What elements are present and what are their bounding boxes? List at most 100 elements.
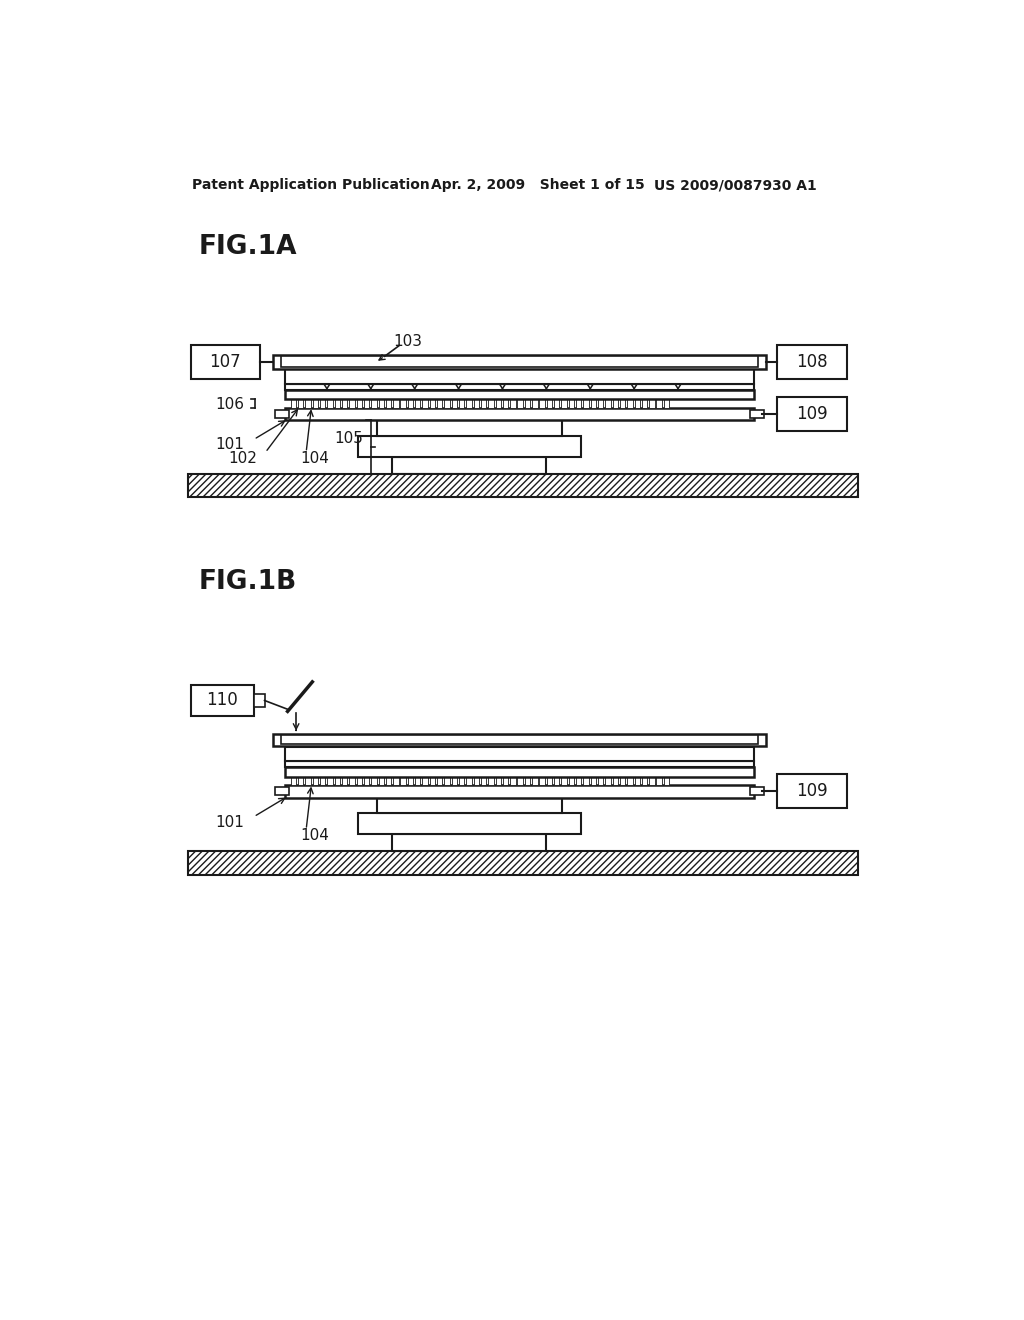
Bar: [335, 776, 340, 785]
Bar: [392, 834, 547, 851]
Bar: [437, 400, 442, 408]
Bar: [481, 776, 486, 785]
Bar: [349, 776, 354, 785]
Bar: [751, 411, 764, 418]
Bar: [400, 776, 406, 785]
Bar: [751, 788, 764, 795]
Bar: [408, 400, 413, 408]
Text: 108: 108: [797, 352, 827, 371]
Bar: [319, 400, 326, 408]
Bar: [568, 400, 574, 408]
Text: 107: 107: [210, 352, 241, 371]
Bar: [628, 400, 633, 408]
Bar: [285, 762, 755, 767]
Bar: [598, 400, 603, 408]
Text: 101: 101: [216, 814, 245, 830]
Bar: [664, 400, 669, 408]
Bar: [656, 776, 662, 785]
Bar: [620, 400, 626, 408]
Bar: [444, 776, 450, 785]
Bar: [577, 776, 582, 785]
Bar: [319, 776, 326, 785]
Text: 104: 104: [300, 451, 329, 466]
Bar: [777, 775, 847, 808]
Bar: [452, 400, 457, 408]
Bar: [285, 747, 755, 762]
Bar: [285, 368, 755, 384]
Text: FIG.1B: FIG.1B: [199, 569, 297, 595]
Bar: [379, 776, 384, 785]
Bar: [503, 776, 508, 785]
Text: 103: 103: [393, 334, 422, 350]
Bar: [281, 735, 758, 744]
Bar: [517, 776, 523, 785]
Bar: [349, 400, 354, 408]
Bar: [584, 400, 589, 408]
Bar: [452, 776, 457, 785]
Bar: [496, 400, 501, 408]
Bar: [517, 400, 523, 408]
Bar: [415, 400, 421, 408]
Bar: [656, 400, 662, 408]
Bar: [335, 400, 340, 408]
Bar: [777, 397, 847, 430]
Bar: [620, 776, 626, 785]
Bar: [635, 400, 640, 408]
Bar: [547, 400, 552, 408]
Bar: [459, 776, 464, 785]
Bar: [377, 797, 562, 813]
Bar: [254, 694, 264, 706]
Bar: [386, 400, 391, 408]
Bar: [649, 400, 654, 408]
Bar: [356, 400, 361, 408]
Bar: [642, 776, 647, 785]
Bar: [298, 776, 303, 785]
Bar: [342, 776, 347, 785]
Bar: [554, 400, 559, 408]
Bar: [605, 400, 610, 408]
Bar: [312, 400, 318, 408]
Bar: [466, 776, 472, 785]
Bar: [400, 400, 406, 408]
Bar: [285, 384, 755, 391]
Bar: [561, 776, 566, 785]
Bar: [275, 411, 289, 418]
Text: 105: 105: [334, 432, 364, 446]
Bar: [188, 851, 858, 875]
Bar: [392, 457, 547, 474]
Text: Apr. 2, 2009   Sheet 1 of 15: Apr. 2, 2009 Sheet 1 of 15: [431, 178, 645, 193]
Bar: [356, 776, 361, 785]
Bar: [612, 776, 617, 785]
Text: 109: 109: [797, 783, 827, 800]
Bar: [547, 776, 552, 785]
Text: 102: 102: [228, 451, 258, 466]
Text: 110: 110: [206, 692, 238, 709]
Bar: [577, 400, 582, 408]
Text: 106: 106: [215, 396, 245, 412]
Bar: [510, 400, 515, 408]
Bar: [444, 400, 450, 408]
Bar: [466, 400, 472, 408]
Bar: [430, 400, 435, 408]
Bar: [305, 400, 310, 408]
Bar: [554, 776, 559, 785]
Bar: [298, 400, 303, 408]
Bar: [291, 400, 296, 408]
Bar: [190, 345, 260, 379]
Bar: [540, 776, 545, 785]
Bar: [598, 776, 603, 785]
Bar: [568, 776, 574, 785]
Bar: [305, 776, 310, 785]
Bar: [379, 400, 384, 408]
Bar: [285, 408, 755, 420]
Bar: [605, 776, 610, 785]
Bar: [386, 776, 391, 785]
Bar: [635, 776, 640, 785]
Text: 101: 101: [216, 437, 245, 453]
Bar: [364, 400, 370, 408]
Text: Patent Application Publication: Patent Application Publication: [193, 178, 430, 193]
Bar: [777, 345, 847, 379]
Bar: [291, 776, 296, 785]
Bar: [591, 776, 596, 785]
Bar: [532, 776, 538, 785]
